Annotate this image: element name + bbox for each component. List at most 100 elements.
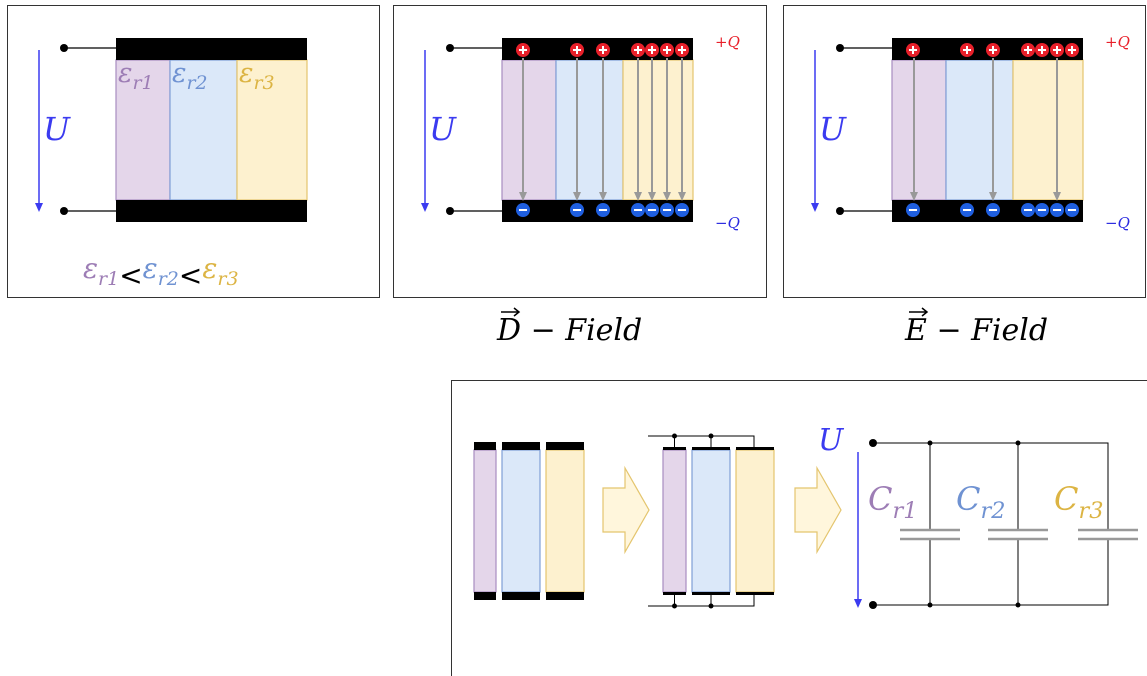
wire [873, 442, 1109, 606]
arrow-head [989, 192, 997, 201]
junction [672, 603, 677, 609]
arrow-head [854, 599, 862, 608]
plus-sign [599, 46, 607, 54]
plate [116, 38, 307, 60]
cap [692, 447, 730, 450]
bottom-charge: −Q [1105, 214, 1130, 232]
symbol: ε [83, 252, 98, 285]
symbol: C [1054, 480, 1078, 518]
plus-sign [989, 46, 997, 54]
plus-sign [519, 46, 527, 54]
dielectric [115, 59, 171, 201]
junction [708, 603, 714, 609]
cap [502, 442, 540, 450]
top-charge: +Q [715, 33, 740, 51]
arrow-head [910, 192, 918, 201]
cap [546, 442, 584, 450]
plus-sign [573, 46, 581, 54]
plus-sign [909, 46, 917, 54]
inequality: εr1<εr2<εr3 [83, 252, 239, 292]
dielectric [1012, 59, 1084, 201]
junction [708, 433, 714, 439]
cap [692, 592, 730, 595]
symbol-label: Cr2 [956, 480, 1005, 524]
symbol-label: εr1 [118, 58, 154, 94]
symbol: ε [143, 252, 158, 285]
symbol: C [956, 480, 980, 518]
arrow-head [811, 203, 819, 212]
subscript: r1 [98, 268, 119, 290]
dielectric [662, 449, 687, 593]
subscript: r3 [1078, 498, 1103, 524]
arrow-head [648, 192, 656, 201]
plus-sign [1053, 46, 1061, 54]
subscript: r1 [133, 72, 154, 94]
plus-sign [1068, 46, 1076, 54]
relation: < [119, 259, 142, 292]
caption-rest: − Field [927, 313, 1048, 348]
subscript: r2 [158, 268, 179, 290]
cap [736, 592, 774, 595]
arrow-head [678, 192, 686, 201]
cap [474, 442, 496, 450]
plus-sign [634, 46, 642, 54]
junction [1015, 602, 1021, 608]
terminal [869, 439, 877, 447]
terminal [60, 207, 68, 215]
junction [1015, 440, 1021, 446]
terminal [60, 44, 68, 52]
subscript: r2 [187, 72, 208, 94]
capacitor [1078, 528, 1138, 541]
subscript: r1 [892, 498, 917, 524]
dielectric [891, 59, 947, 201]
plus-sign [1024, 46, 1032, 54]
field-caption: E − Field [904, 313, 1048, 348]
cap [502, 592, 540, 600]
vector-arrow [909, 307, 929, 317]
process-arrow [794, 465, 842, 555]
voltage-label: U [429, 110, 457, 148]
terminal [446, 44, 454, 52]
subscript: r3 [254, 72, 275, 94]
plus-sign [963, 46, 971, 54]
capacitor [988, 528, 1048, 541]
dielectric [945, 59, 1014, 201]
dielectric [236, 59, 308, 201]
terminal [869, 601, 877, 609]
arrow-head [519, 192, 527, 201]
terminal [836, 44, 844, 52]
plus-sign [678, 46, 686, 54]
wire [648, 435, 755, 607]
cap [663, 447, 686, 450]
capacitor [900, 528, 960, 541]
symbol-label: Cr1 [868, 480, 917, 524]
panel-frame [451, 380, 1147, 676]
dielectric [691, 449, 731, 593]
dielectric [501, 449, 541, 593]
junction [927, 602, 933, 608]
arrow-head [634, 192, 642, 201]
caption-rest: − Field [521, 313, 642, 348]
dielectric [555, 59, 624, 201]
symbol-label: εr3 [239, 58, 275, 94]
bottom-charge: −Q [715, 214, 740, 232]
plate [116, 200, 307, 222]
arrow-head [35, 203, 43, 212]
vector-symbol: D [496, 313, 521, 348]
subscript: r3 [217, 268, 238, 290]
process-arrow [602, 465, 650, 555]
dielectric [473, 449, 497, 593]
plus-sign [663, 46, 671, 54]
subscript: r2 [980, 498, 1005, 524]
dielectric [501, 59, 557, 201]
symbol: ε [118, 58, 133, 89]
junction [672, 433, 677, 439]
dielectric [545, 449, 585, 593]
terminal [446, 207, 454, 215]
arrow-head [1053, 192, 1061, 201]
symbol: ε [202, 252, 217, 285]
vector-arrow [501, 307, 521, 317]
relation: < [179, 259, 202, 292]
symbol: ε [239, 58, 254, 89]
